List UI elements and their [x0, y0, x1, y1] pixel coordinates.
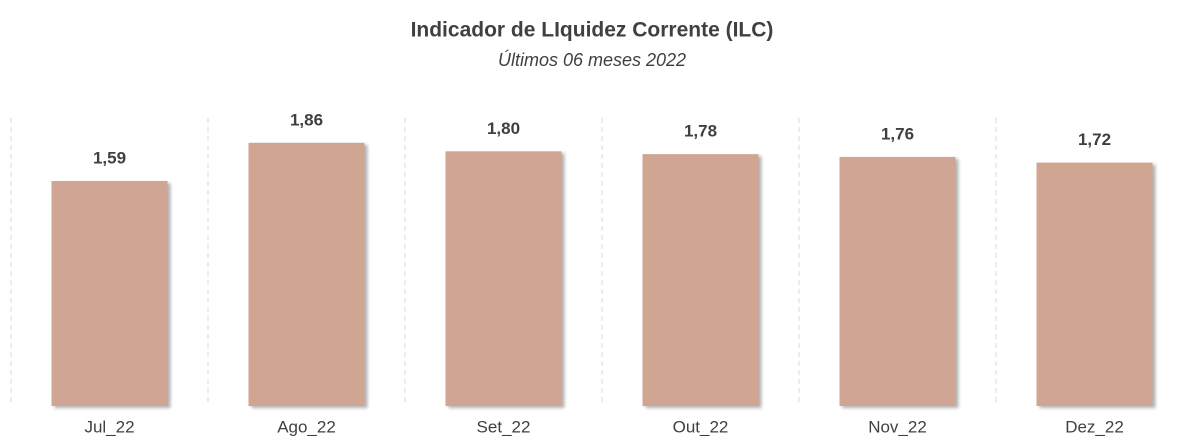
bar: [51, 181, 168, 406]
value-label: 1,86: [290, 110, 323, 129]
value-label: 1,76: [881, 124, 914, 143]
chart-subtitle: Últimos 06 meses 2022: [498, 49, 686, 70]
x-tick-label: Out_22: [673, 417, 729, 436]
value-label: 1,59: [93, 148, 126, 167]
value-label: 1,78: [684, 122, 717, 141]
x-tick-label: Ago_22: [277, 417, 336, 436]
x-tick-label: Jul_22: [84, 417, 134, 436]
x-tick-label: Dez_22: [1065, 417, 1124, 436]
value-label: 1,72: [1078, 130, 1111, 149]
bar: [839, 156, 956, 406]
x-tick-label: Nov_22: [868, 417, 927, 436]
value-label: 1,80: [487, 119, 520, 138]
bar: [445, 151, 562, 406]
bar: [1036, 162, 1153, 406]
chart-title: Indicador de LIquidez Corrente (ILC): [411, 19, 774, 42]
bar: [248, 142, 365, 406]
x-tick-label: Set_22: [477, 417, 531, 436]
bar: [642, 154, 759, 406]
